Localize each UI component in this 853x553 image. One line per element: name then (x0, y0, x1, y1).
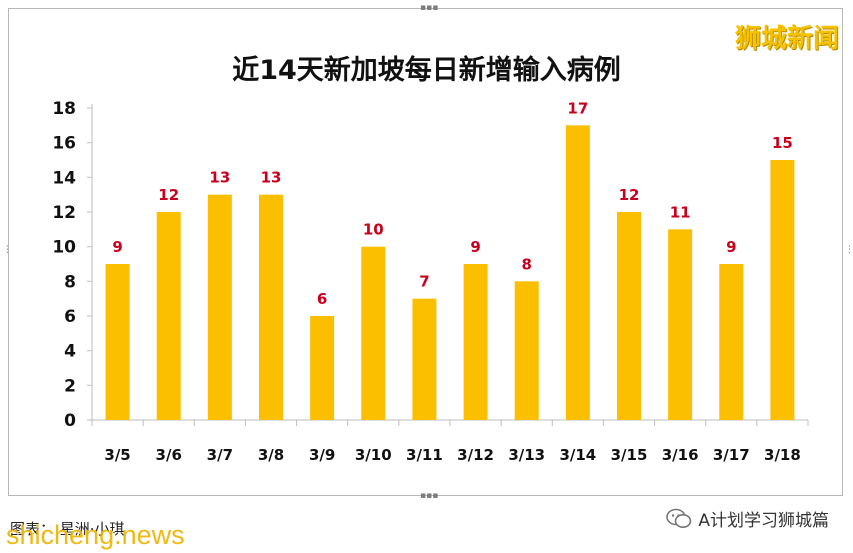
data-label: 9 (112, 238, 122, 256)
x-tick-label: 3/10 (355, 446, 392, 464)
y-tick-label: 16 (52, 134, 76, 154)
brand-label: 狮城新闻 (734, 24, 839, 54)
x-tick-label: 3/14 (559, 446, 596, 464)
chart-credit: 图表： 星洲·小琪 (10, 520, 125, 538)
x-tick-label: 3/15 (611, 446, 648, 464)
x-tick-label: 3/5 (104, 446, 130, 464)
data-label: 15 (772, 134, 793, 152)
y-tick-label: 8 (64, 272, 76, 292)
bar (259, 194, 283, 420)
y-tick-label: 18 (52, 99, 76, 119)
bar (105, 264, 130, 420)
x-tick-label: 3/9 (309, 446, 335, 464)
y-tick-label: 4 (64, 342, 76, 362)
data-label: 9 (470, 238, 480, 256)
bar (514, 281, 539, 420)
data-label: 12 (158, 186, 179, 204)
bar (565, 125, 590, 420)
y-tick-label: 0 (64, 411, 76, 431)
left-resize-handle[interactable]: ⋮ (3, 245, 12, 255)
data-label: 10 (363, 221, 384, 239)
data-label: 7 (419, 273, 429, 291)
bar (719, 264, 744, 420)
bar (156, 212, 181, 420)
data-label: 6 (317, 290, 327, 308)
bar (463, 264, 488, 420)
top-resize-handle[interactable]: ▪▪▪ (420, 3, 439, 13)
bar (617, 212, 641, 420)
y-tick-label: 2 (64, 376, 76, 396)
bar (310, 316, 335, 420)
site-watermark: shicheng.news (6, 520, 185, 550)
x-tick-label: 3/17 (713, 446, 750, 464)
data-label: 11 (670, 203, 691, 221)
bar (361, 246, 386, 420)
bar (412, 298, 437, 420)
x-tick-label: 3/8 (258, 446, 284, 464)
x-tick-label: 3/11 (406, 446, 443, 464)
x-tick-label: 3/13 (508, 446, 545, 464)
data-label: 17 (567, 99, 588, 117)
bar (770, 160, 795, 420)
y-tick-label: 14 (52, 168, 76, 188)
data-label: 9 (726, 238, 736, 256)
x-tick-label: 3/6 (156, 446, 182, 464)
data-label: 13 (209, 169, 230, 187)
data-label: 12 (619, 186, 640, 204)
x-tick-label: 3/7 (207, 446, 233, 464)
x-tick-label: 3/18 (764, 446, 801, 464)
data-label: 8 (521, 255, 531, 273)
y-tick-label: 6 (64, 307, 76, 327)
x-tick-label: 3/12 (457, 446, 494, 464)
bar (668, 229, 693, 420)
chart-title: 近14天新加坡每日新增输入病例 (232, 55, 621, 86)
x-tick-label: 3/16 (662, 446, 699, 464)
right-resize-handle[interactable]: ⋮ (845, 245, 853, 255)
wechat-icon (666, 508, 692, 530)
account-name: A计划学习狮城篇 (698, 511, 829, 531)
wechat-account: A计划学习狮城篇 (666, 506, 829, 531)
bar (207, 194, 232, 420)
bottom-resize-handle[interactable]: ▪▪▪ (420, 491, 439, 501)
y-tick-label: 12 (52, 203, 76, 223)
y-tick-label: 10 (52, 238, 76, 258)
data-label: 13 (261, 169, 282, 187)
